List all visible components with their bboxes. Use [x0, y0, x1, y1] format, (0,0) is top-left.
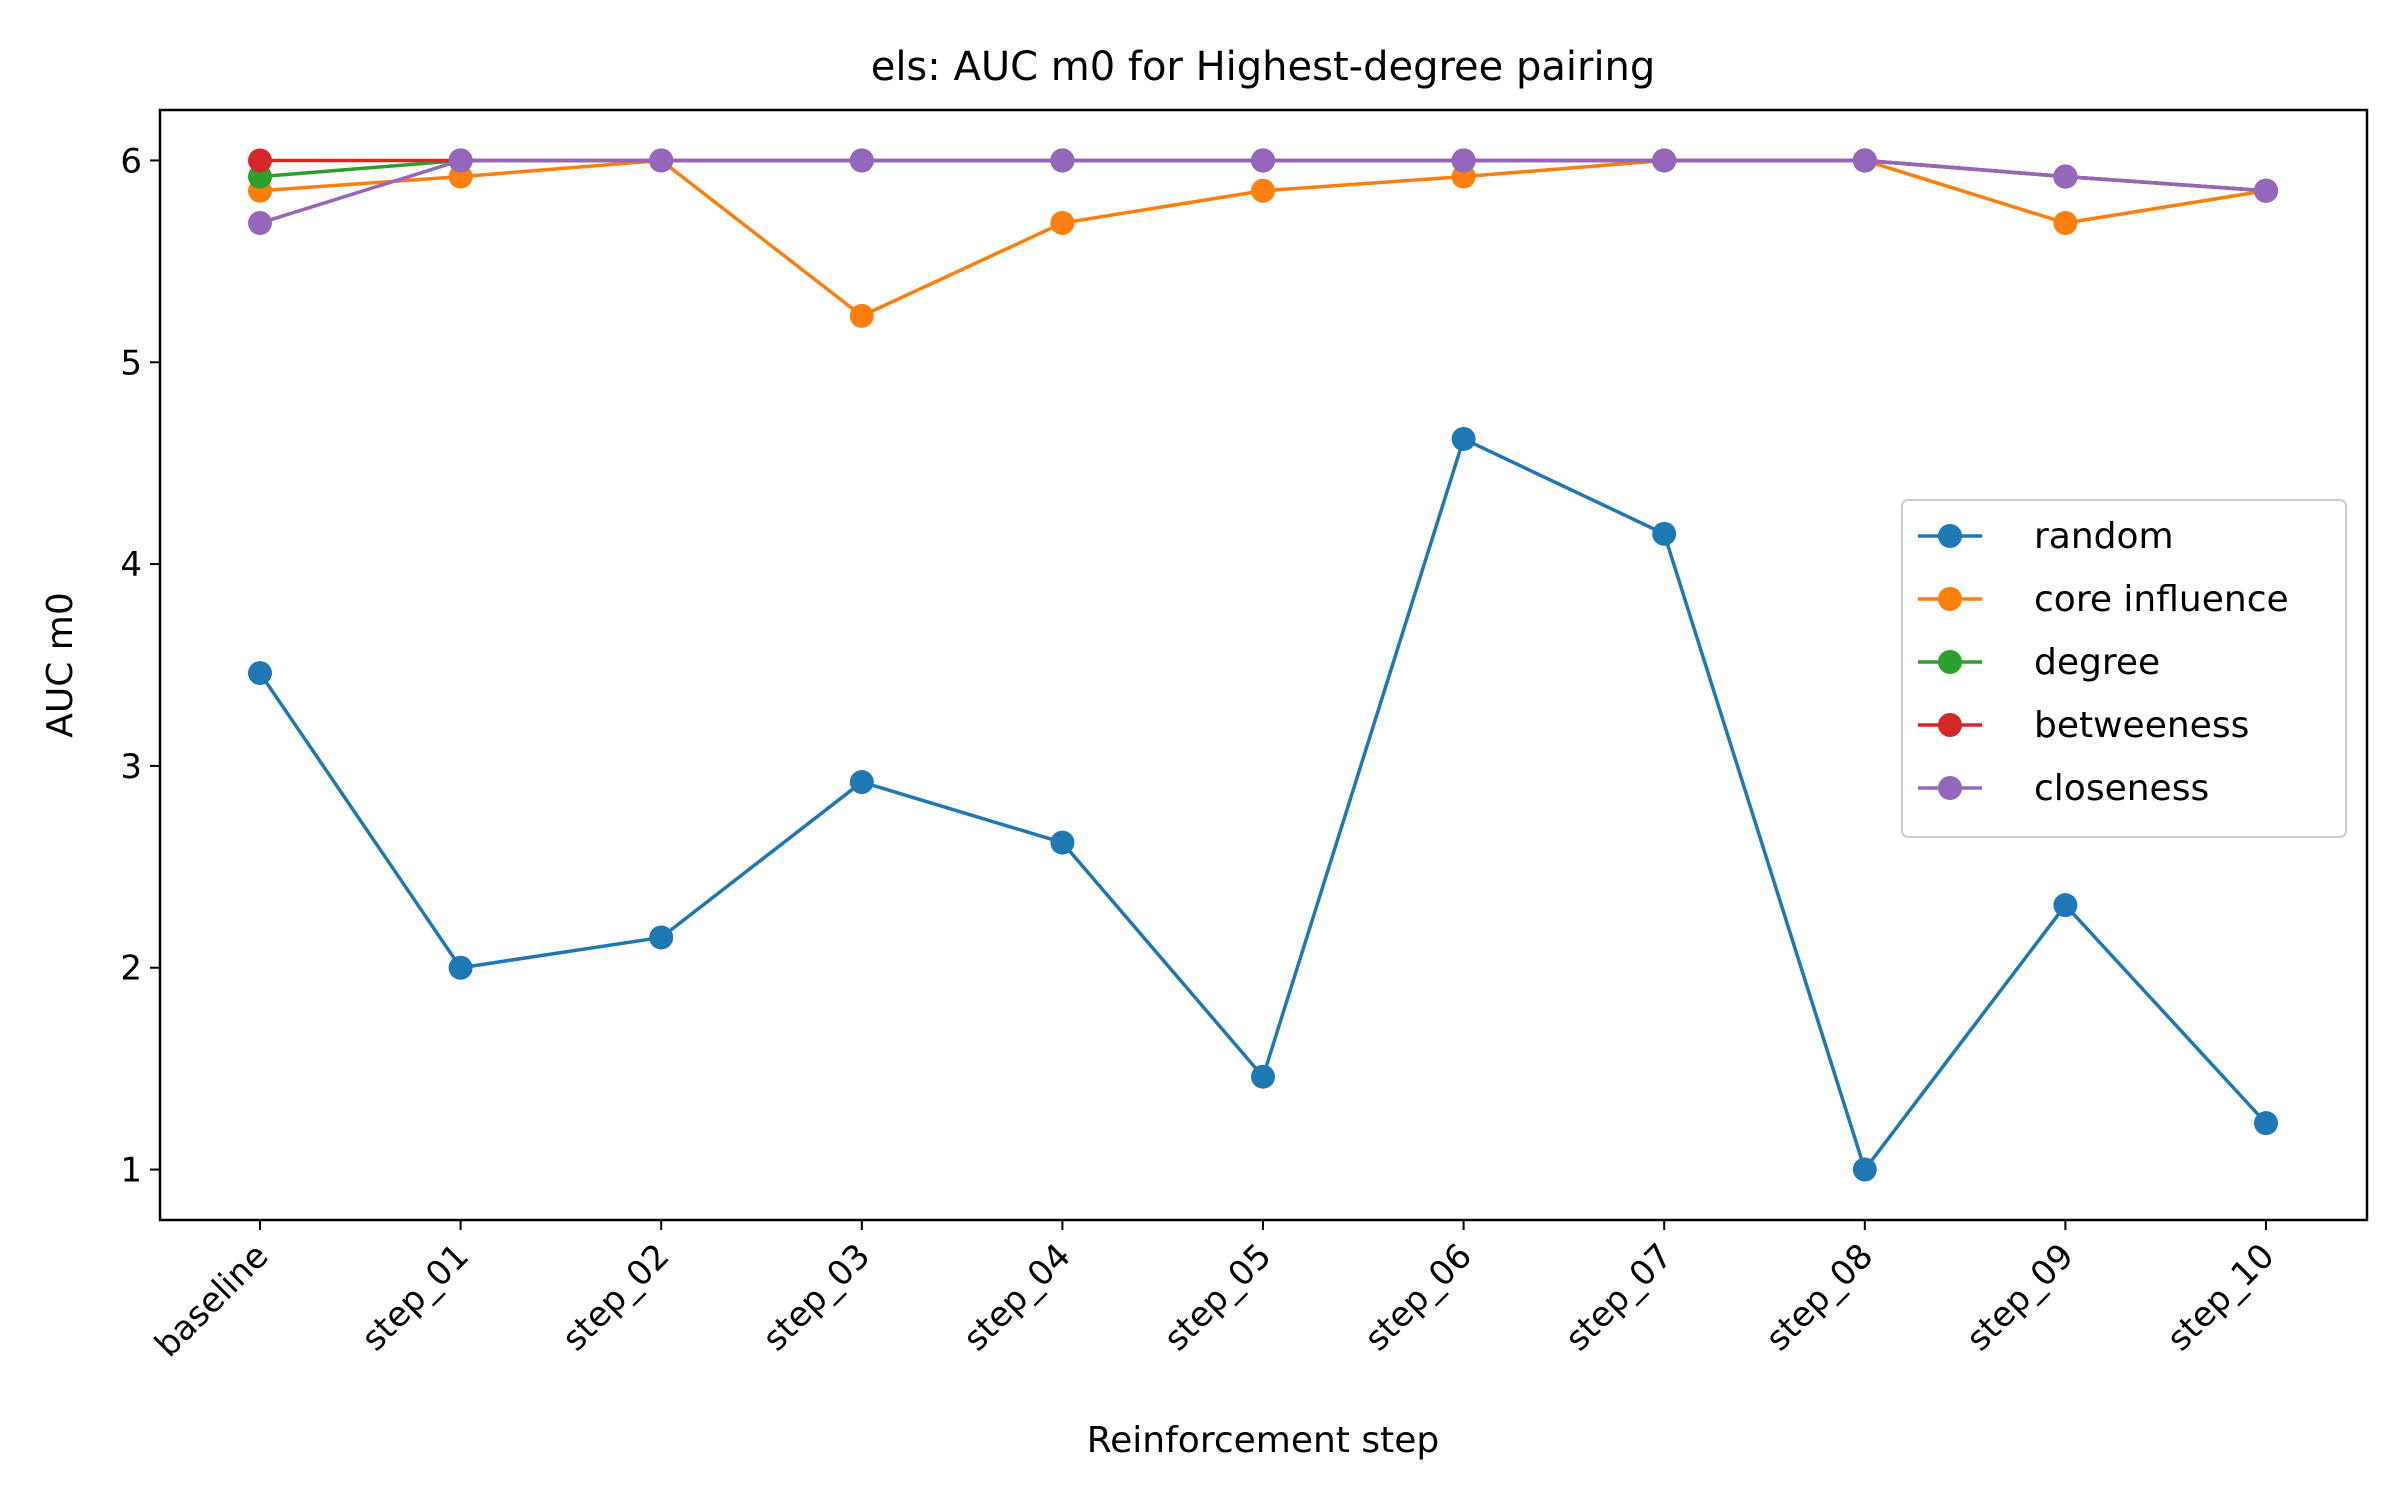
x-axis-label: Reinforcement step — [1087, 1420, 1439, 1461]
legend-swatch-marker-betweeness — [1938, 713, 1962, 737]
data-point-random — [1050, 830, 1075, 855]
legend-label-random: random — [2034, 516, 2174, 557]
data-point-random — [649, 925, 674, 950]
data-point-random — [849, 770, 874, 795]
legend-label-degree: degree — [2034, 642, 2160, 683]
data-point-closeness — [1050, 148, 1075, 173]
data-point-random — [2053, 893, 2078, 918]
series-closeness — [248, 148, 2278, 236]
data-point-random — [1852, 1157, 1877, 1182]
data-point-random — [248, 661, 272, 686]
data-point-core-influence — [2053, 211, 2078, 236]
legend-swatch-marker-random — [1938, 524, 1962, 548]
data-point-closeness — [1451, 148, 1476, 173]
series-layer — [248, 148, 2278, 1182]
data-point-closeness — [1852, 148, 1877, 173]
y-tick-label: 6 — [120, 141, 142, 181]
legend-label-closeness: closeness — [2034, 768, 2209, 809]
data-point-closeness — [1652, 148, 1677, 173]
y-axis-label: AUC m0 — [40, 592, 81, 738]
data-point-closeness — [2254, 178, 2278, 203]
legend: random core influence degree betweeness clos… — [1901, 499, 2347, 838]
data-point-betweeness — [248, 148, 272, 173]
y-tick-label: 4 — [120, 545, 142, 585]
y-tick-label: 1 — [120, 1151, 142, 1191]
data-point-core-influence — [849, 303, 874, 328]
data-point-core-influence — [1251, 178, 1275, 203]
legend-label-betweeness: betweeness — [2034, 705, 2249, 746]
chart-title: els: AUC m0 for Highest-degree pairing — [871, 44, 1656, 90]
data-point-closeness — [2053, 164, 2078, 189]
y-tick-label: 3 — [120, 747, 142, 787]
plot-frame — [158, 108, 2369, 1222]
data-point-random — [448, 955, 473, 980]
series-random — [248, 426, 2278, 1182]
y-tick-label: 5 — [120, 343, 142, 383]
data-point-core-influence — [1050, 211, 1075, 236]
legend-swatch-marker-degree — [1938, 650, 1962, 674]
data-point-random — [1451, 426, 1476, 451]
legend-label-core-influence: core influence — [2034, 579, 2289, 620]
data-point-random — [2254, 1111, 2278, 1136]
data-point-closeness — [1251, 148, 1275, 173]
data-point-closeness — [649, 148, 674, 173]
data-point-random — [1251, 1064, 1275, 1089]
data-point-closeness — [849, 148, 874, 173]
data-point-closeness — [448, 148, 473, 173]
legend-box — [1901, 499, 2347, 838]
data-point-random — [1652, 521, 1677, 546]
y-tick-label: 2 — [120, 949, 142, 989]
y-axis-ticks: 1 2 3 4 5 6 — [120, 141, 160, 1191]
legend-swatch-marker-core-influence — [1938, 587, 1962, 611]
legend-swatch-marker-closeness — [1938, 776, 1962, 800]
data-point-closeness — [248, 211, 272, 236]
